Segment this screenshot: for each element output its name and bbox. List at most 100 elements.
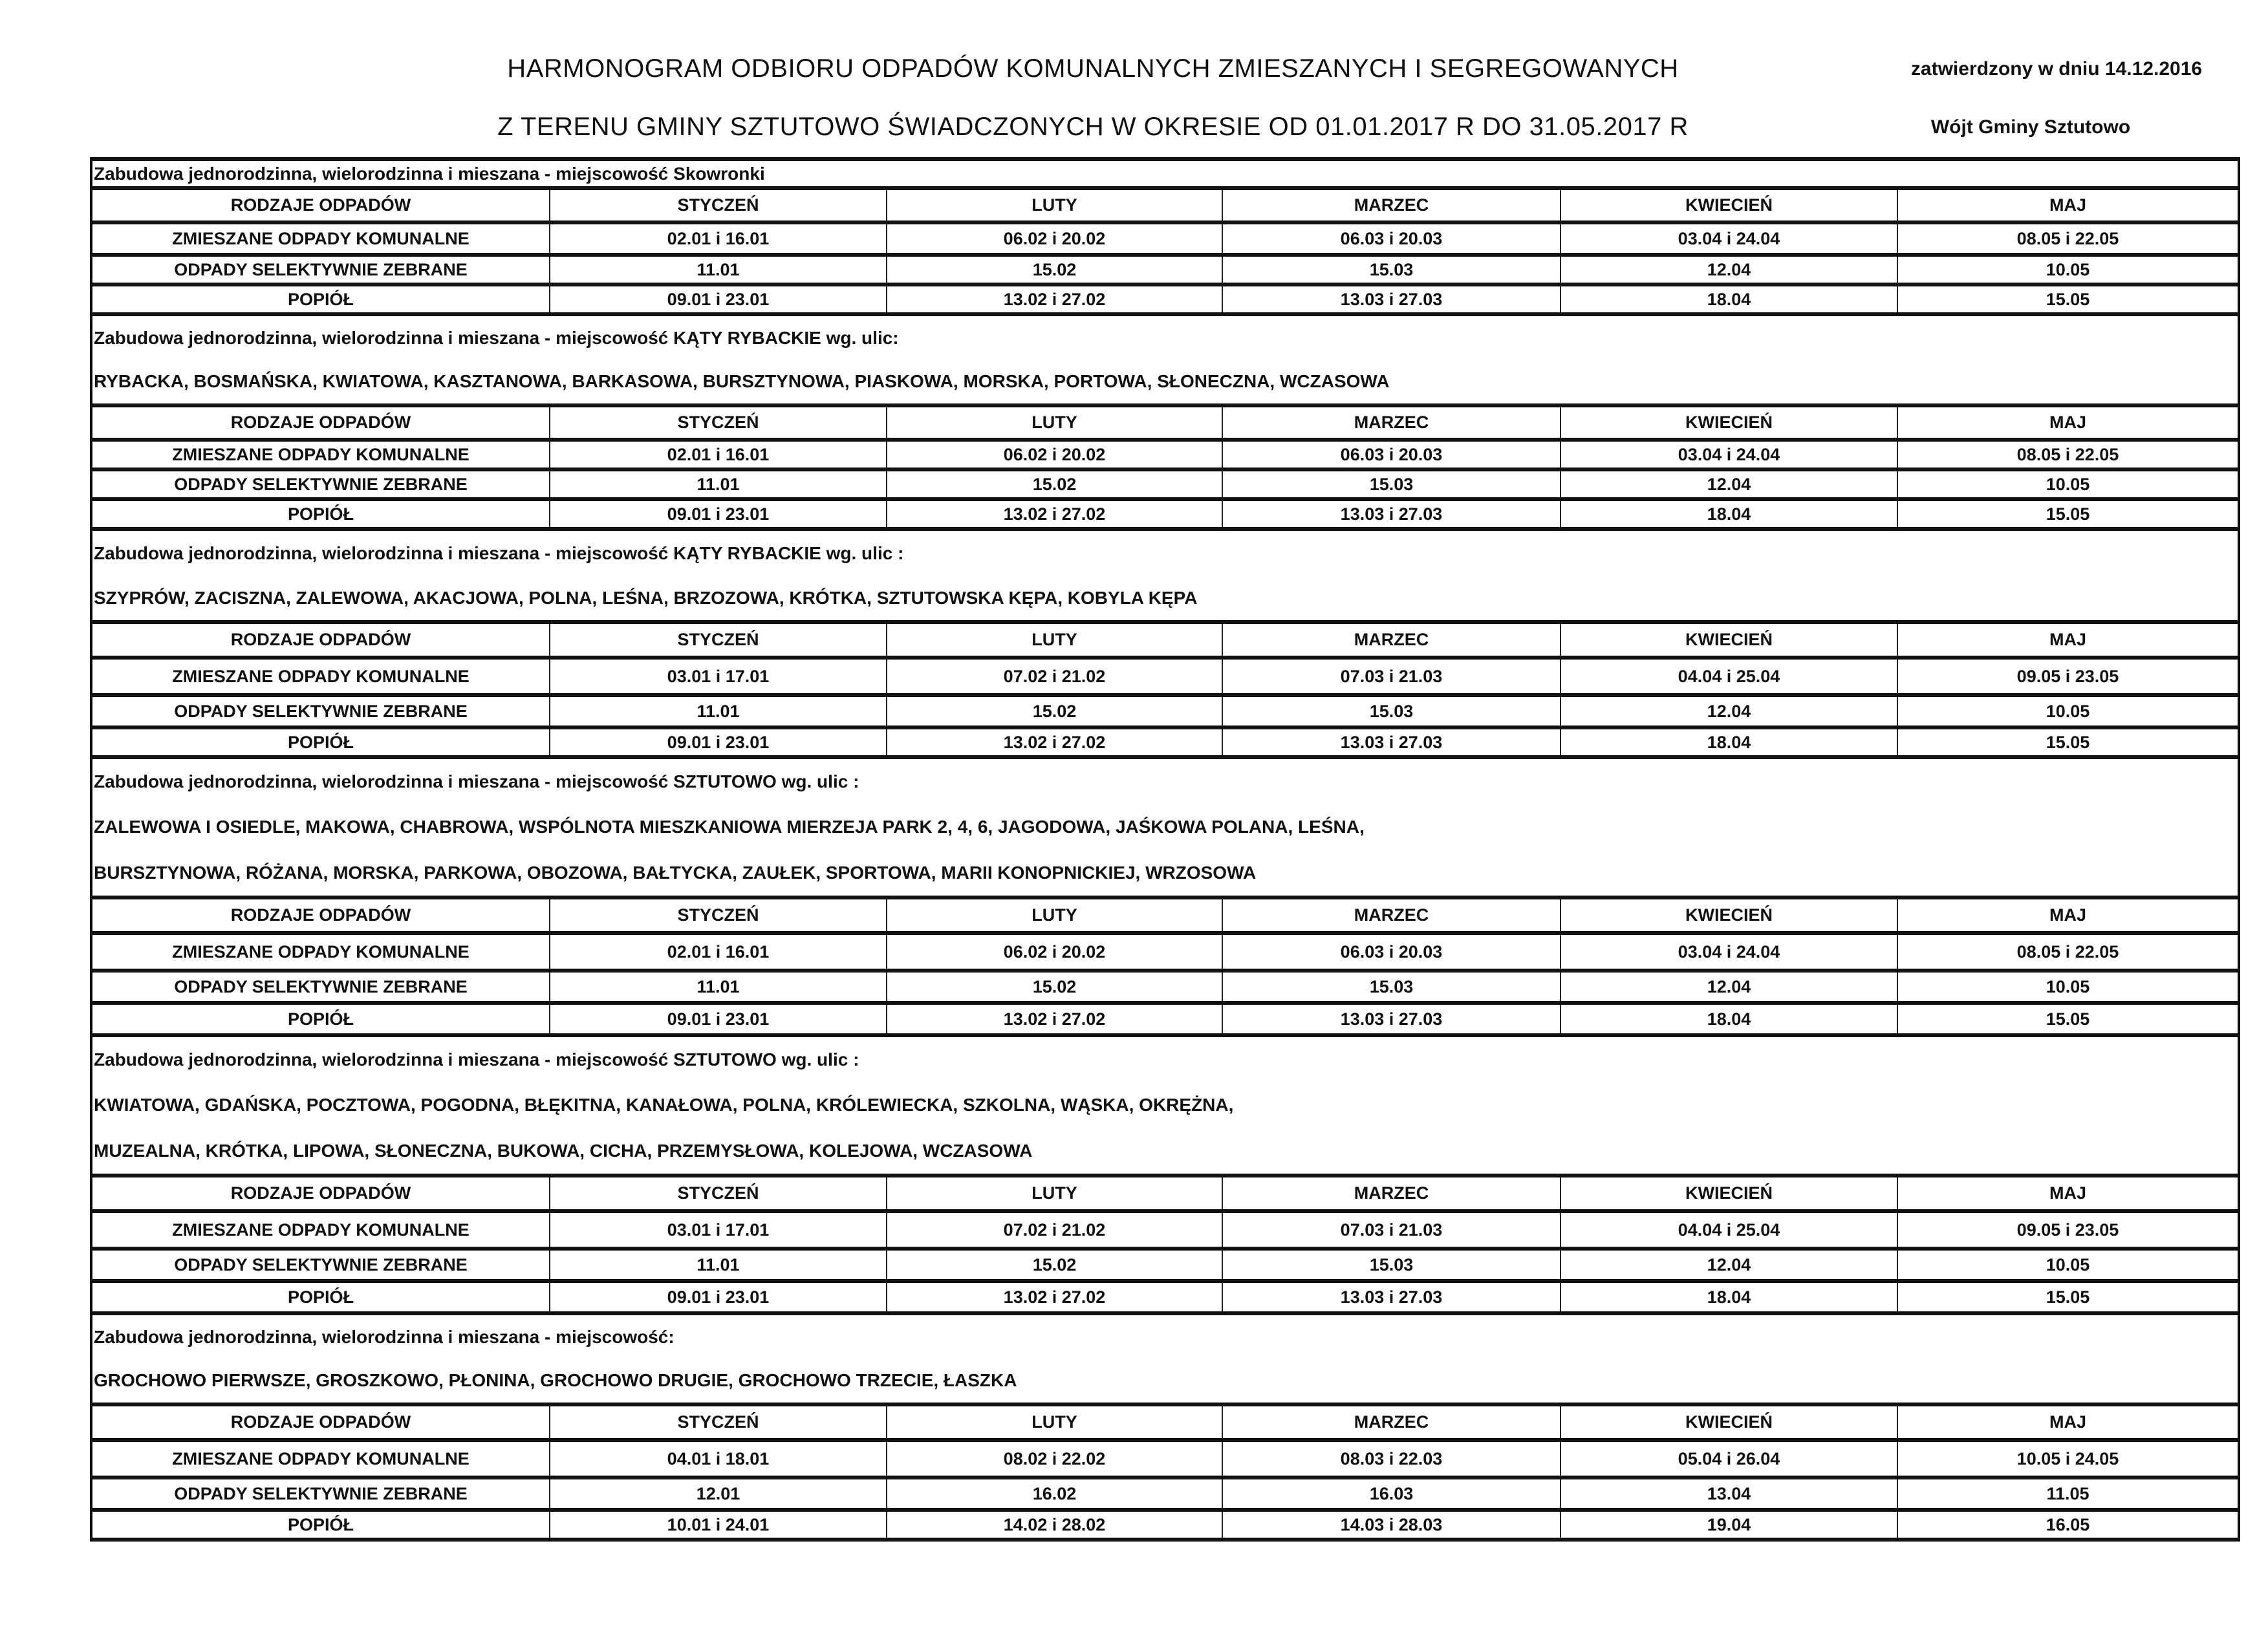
column-header: MAJ [1897,407,2238,442]
collection-dates: 09.01 i 23.01 [549,499,887,531]
street-list: RYBACKA, BOSMAŃSKA, KWIATOWA, KASZTANOWA… [94,371,1390,392]
collection-dates: 15.03 [1222,695,1561,729]
section-caption: Zabudowa jednorodzinna, wielorodzinna i … [92,161,2238,190]
collection-dates: 08.05 i 22.05 [1897,933,2238,973]
collection-dates: 10.05 [1897,1249,2238,1283]
collection-dates: 09.01 i 23.01 [549,727,887,759]
column-header: KWIECIEŃ [1560,1177,1897,1213]
collection-dates: 13.02 i 27.02 [886,1003,1222,1037]
collection-dates: 06.03 i 20.03 [1222,222,1561,257]
collection-dates: 13.03 i 27.03 [1222,1003,1561,1037]
schedule-section: Zabudowa jednorodzinna, wielorodzinna i … [92,1037,2238,1315]
table-row: ZMIESZANE ODPADY KOMUNALNE 02.01 i 16.01 0… [92,222,2238,257]
section-heading: Zabudowa jednorodzinna, wielorodzinna i … [94,771,859,792]
section-heading: Zabudowa jednorodzinna, wielorodzinna i … [94,1326,675,1347]
column-header: MAJ [1897,899,2238,935]
collection-dates: 14.02 i 28.02 [886,1510,1222,1542]
column-header: LUTY [886,190,1222,224]
collection-dates: 03.01 i 17.01 [549,658,887,697]
collection-dates: 02.01 i 16.01 [549,933,887,973]
waste-type-label: POPIÓŁ [92,727,550,759]
column-header: RODZAJE ODPADÓW [92,407,550,442]
section-heading: Zabudowa jednorodzinna, wielorodzinna i … [94,543,904,563]
column-header: STYCZEŃ [549,407,887,442]
table-row: ZMIESZANE ODPADY KOMUNALNE 03.01 i 17.01 0… [92,1211,2238,1251]
table-row: ODPADY SELEKTYWNIE ZEBRANE 11.01 15.02 15.0… [92,695,2238,729]
section-caption: Zabudowa jednorodzinna, wielorodzinna i … [92,1315,2238,1406]
collection-dates: 13.02 i 27.02 [886,285,1222,316]
section-caption: Zabudowa jednorodzinna, wielorodzinna i … [92,531,2238,624]
table-row: POPIÓŁ 09.01 i 23.01 13.02 i 27.02 13.03 i … [92,1003,2238,1037]
collection-dates: 11.05 [1897,1478,2238,1512]
street-list: BURSZTYNOWA, RÓŻANA, MORSKA, PARKOWA, OB… [94,862,1257,883]
collection-dates: 12.01 [549,1478,887,1512]
collection-dates: 08.03 i 22.03 [1222,1440,1561,1479]
collection-dates: 16.03 [1222,1478,1561,1512]
column-header: LUTY [886,1177,1222,1213]
column-header: RODZAJE ODPADÓW [92,1406,550,1442]
table-header-row: RODZAJE ODPADÓW STYCZEŃ LUTY MARZEC KWIECIEŃ… [92,899,2238,935]
collection-dates: 06.03 i 20.03 [1222,440,1561,471]
collection-dates: 15.03 [1222,469,1561,501]
waste-type-label: POPIÓŁ [92,1003,550,1037]
schedule-section: Zabudowa jednorodzinna, wielorodzinna i … [92,531,2238,759]
waste-type-label: ODPADY SELEKTYWNIE ZEBRANE [92,469,550,501]
collection-dates: 15.02 [886,1249,1222,1283]
table-row: ZMIESZANE ODPADY KOMUNALNE 02.01 i 16.01 0… [92,933,2238,973]
collection-dates: 18.04 [1560,727,1897,759]
waste-type-label: ZMIESZANE ODPADY KOMUNALNE [92,1211,550,1251]
street-list: GROCHOWO PIERWSZE, GROSZKOWO, PŁONINA, G… [94,1370,1017,1391]
collection-dates: 14.03 i 28.03 [1222,1510,1561,1542]
collection-dates: 10.05 [1897,255,2238,286]
collection-dates: 04.01 i 18.01 [549,1440,887,1479]
collection-dates: 03.04 i 24.04 [1560,933,1897,973]
waste-type-label: ODPADY SELEKTYWNIE ZEBRANE [92,1249,550,1283]
schedule-section: Zabudowa jednorodzinna, wielorodzinna i … [92,161,2238,316]
column-header: MARZEC [1222,190,1561,224]
schedule-section: Zabudowa jednorodzinna, wielorodzinna i … [92,1315,2238,1542]
table-row: ODPADY SELEKTYWNIE ZEBRANE 11.01 15.02 15.0… [92,1249,2238,1283]
collection-dates: 11.01 [549,971,887,1005]
waste-type-label: ZMIESZANE ODPADY KOMUNALNE [92,933,550,973]
collection-dates: 10.05 [1897,695,2238,729]
collection-dates: 08.02 i 22.02 [886,1440,1222,1479]
collection-dates: 15.05 [1897,1003,2238,1037]
collection-dates: 10.05 [1897,971,2238,1005]
waste-type-label: ODPADY SELEKTYWNIE ZEBRANE [92,971,550,1005]
schedule-table: RODZAJE ODPADÓW STYCZEŃ LUTY MARZEC KWIECIEŃ… [92,624,2238,759]
column-header: STYCZEŃ [549,1177,887,1213]
collection-dates: 16.05 [1897,1510,2238,1542]
table-row: ZMIESZANE ODPADY KOMUNALNE 04.01 i 18.01 0… [92,1440,2238,1479]
collection-dates: 15.03 [1222,971,1561,1005]
collection-dates: 09.05 i 23.05 [1897,658,2238,697]
table-header-row: RODZAJE ODPADÓW STYCZEŃ LUTY MARZEC KWIECIEŃ… [92,407,2238,442]
collection-dates: 11.01 [549,695,887,729]
collection-dates: 06.02 i 20.02 [886,222,1222,257]
collection-dates: 07.03 i 21.03 [1222,1211,1561,1251]
column-header: STYCZEŃ [549,624,887,660]
waste-type-label: ZMIESZANE ODPADY KOMUNALNE [92,1440,550,1479]
street-list: SZYPRÓW, ZACISZNA, ZALEWOWA, AKACJOWA, P… [94,587,1198,608]
collection-dates: 15.02 [886,469,1222,501]
waste-type-label: ZMIESZANE ODPADY KOMUNALNE [92,440,550,471]
waste-type-label: ODPADY SELEKTYWNIE ZEBRANE [92,695,550,729]
section-heading: Zabudowa jednorodzinna, wielorodzinna i … [94,327,899,348]
collection-dates: 13.02 i 27.02 [886,727,1222,759]
collection-dates: 15.05 [1897,1281,2238,1315]
collection-dates: 12.04 [1560,469,1897,501]
collection-dates: 15.02 [886,255,1222,286]
column-header: MAJ [1897,624,2238,660]
collection-dates: 18.04 [1560,499,1897,531]
collection-dates: 06.03 i 20.03 [1222,933,1561,973]
collection-dates: 08.05 i 22.05 [1897,222,2238,257]
table-row: ODPADY SELEKTYWNIE ZEBRANE 11.01 15.02 15.0… [92,971,2238,1005]
collection-dates: 10.05 i 24.05 [1897,1440,2238,1479]
collection-dates: 07.02 i 21.02 [886,1211,1222,1251]
collection-dates: 16.02 [886,1478,1222,1512]
collection-dates: 13.04 [1560,1478,1897,1512]
column-header: KWIECIEŃ [1560,1406,1897,1442]
collection-dates: 18.04 [1560,1281,1897,1315]
collection-dates: 11.01 [549,469,887,501]
collection-dates: 10.05 [1897,469,2238,501]
signatory: Wójt Gminy Sztutowo [1930,116,2131,138]
